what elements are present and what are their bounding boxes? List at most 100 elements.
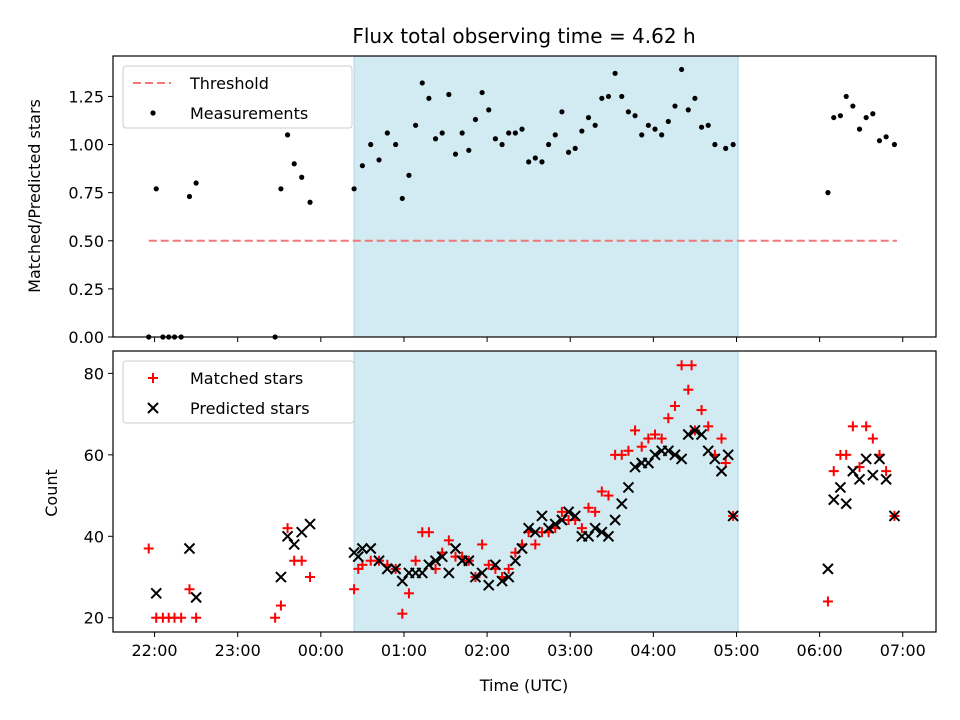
measurement-point xyxy=(705,122,711,128)
matched-star-point xyxy=(686,360,697,371)
predicted-star-mark-b xyxy=(522,522,535,534)
x-tick-label: 05:00 xyxy=(713,641,759,660)
measurement-point xyxy=(376,157,382,163)
top-panel: 0.00 0.25 0.50 0.75 1.00 1.25 Threshold Measure… xyxy=(68,55,937,347)
matched-star-point xyxy=(483,559,494,570)
matched-star-point xyxy=(616,449,627,460)
matched-star-point xyxy=(143,543,154,554)
y-tick-label: 60 xyxy=(84,446,104,465)
predicted-star-mark-b xyxy=(589,522,601,534)
measurement-point xyxy=(685,107,691,113)
predicted-star-point xyxy=(669,449,681,461)
predicted-star-mark-b xyxy=(183,542,196,555)
predicted-star-point xyxy=(183,542,196,555)
measurement-point xyxy=(850,103,856,109)
x-tick-label: 03:00 xyxy=(547,641,593,660)
predicted-star-point xyxy=(582,530,595,543)
matched-star-point xyxy=(503,563,514,574)
matched-star-point xyxy=(275,600,286,611)
predicted-star-mark-b xyxy=(675,453,688,465)
matched-star-point xyxy=(423,527,434,538)
predicted-star-point xyxy=(642,457,655,469)
measurement-point xyxy=(665,118,671,125)
y-tick-label: 1.00 xyxy=(68,136,104,155)
predicted-star-mark-b xyxy=(702,445,714,457)
predicted-star-mark-b xyxy=(496,575,508,587)
measurement-point xyxy=(605,93,612,100)
predicted-star-point xyxy=(873,453,886,465)
predicted-star-point xyxy=(867,469,879,481)
matched-star-point xyxy=(828,466,839,477)
predicted-star-mark-b xyxy=(556,514,568,526)
y-tick-label: 0.00 xyxy=(68,328,104,347)
measurement-point xyxy=(466,147,472,153)
measurement-point xyxy=(645,122,651,128)
predicted-star-point xyxy=(483,579,495,591)
predicted-star-mark-b xyxy=(275,571,287,583)
predicted-star-mark-b xyxy=(873,453,886,465)
predicted-star-point xyxy=(516,542,528,555)
measurement-point xyxy=(384,130,390,136)
predicted-star-mark-b xyxy=(709,453,721,465)
measurement-point xyxy=(679,66,685,73)
measurement-point xyxy=(399,195,405,202)
matched-star-point xyxy=(596,486,607,497)
measurement-point xyxy=(532,155,538,161)
predicted-star-mark-b xyxy=(516,542,528,555)
measurement-point xyxy=(406,172,412,178)
predicted-star-point xyxy=(689,424,701,437)
predicted-star-mark-b xyxy=(483,579,495,591)
measurement-point xyxy=(186,193,193,200)
predicted-star-mark-b xyxy=(449,542,462,555)
legend: Threshold Measurements xyxy=(122,65,353,129)
predicted-star-point xyxy=(602,530,615,543)
matched-star-point xyxy=(184,584,195,595)
predicted-star-mark-b xyxy=(582,530,595,543)
measurement-point xyxy=(863,114,869,121)
predicted-star-point xyxy=(715,465,728,477)
measurement-point xyxy=(843,93,849,100)
predicted-star-point xyxy=(463,555,475,567)
y-tick-label: 0.75 xyxy=(68,184,104,203)
measurement-point xyxy=(652,126,658,132)
y-tick-label: 1.25 xyxy=(68,87,104,106)
matched-star-point xyxy=(650,429,661,440)
matched-star-point xyxy=(576,523,587,534)
predicted-star-point xyxy=(888,510,901,522)
measurement-point xyxy=(883,134,889,140)
measurement-point xyxy=(572,145,578,151)
predicted-star-point xyxy=(880,473,892,485)
predicted-star-mark-b xyxy=(389,563,402,575)
predicted-star-point xyxy=(596,526,608,538)
predicted-star-mark-b xyxy=(364,542,377,555)
legend-label: Predicted stars xyxy=(190,399,310,418)
predicted-star-mark-b xyxy=(416,567,428,579)
shaded-interval xyxy=(353,350,739,633)
matched-star-point xyxy=(630,425,641,436)
matched-star-point xyxy=(477,539,488,550)
x-tick-label: 23:00 xyxy=(215,641,261,660)
measurement-point xyxy=(639,132,645,138)
predicted-star-point xyxy=(727,510,739,522)
predicted-star-mark-b xyxy=(888,510,901,522)
predicted-star-mark-b xyxy=(150,587,162,600)
measurement-point xyxy=(712,141,718,148)
predicted-star-point xyxy=(502,571,515,583)
legend-label: Matched stars xyxy=(190,369,303,388)
matched-star-point xyxy=(590,506,601,517)
predicted-star-point xyxy=(396,575,409,587)
predicted-star-point xyxy=(662,445,675,457)
predicted-star-point xyxy=(509,555,522,567)
matched-star-point xyxy=(643,433,654,444)
predicted-star-point xyxy=(834,481,847,494)
y-tick-label: 20 xyxy=(84,609,104,628)
measurement-point xyxy=(599,95,605,101)
predicted-star-mark-b xyxy=(853,473,866,485)
predicted-star-mark-b xyxy=(190,591,202,604)
matched-star-point xyxy=(296,555,307,566)
measurement-point xyxy=(499,141,505,148)
matched-star-point xyxy=(623,445,634,456)
matched-star-point xyxy=(881,466,892,477)
predicted-star-mark-b xyxy=(489,559,502,571)
measurement-point xyxy=(519,126,525,132)
